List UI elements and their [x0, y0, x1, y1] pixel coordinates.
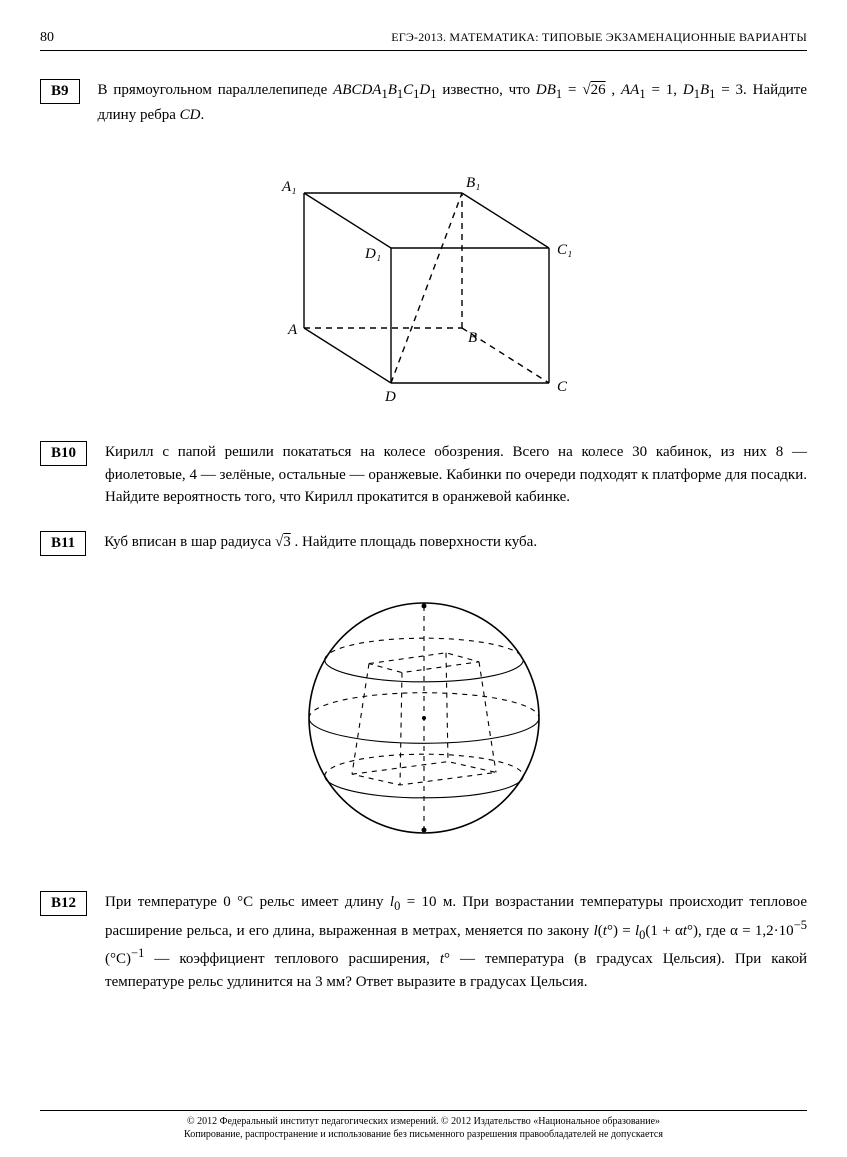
footer-line-2: Копирование, распространение и использов…	[40, 1128, 807, 1141]
problem-text-b12: При температуре 0 °С рельс имеет длину l…	[105, 891, 807, 994]
problem-text-b11: Куб вписан в шар радиуса √3 . Найдите пл…	[104, 531, 807, 554]
problem-b9: В9 В прямоугольном параллелепипеде ABCDA…	[40, 79, 807, 126]
header-title: ЕГЭ-2013. МАТЕМАТИКА: ТИПОВЫЕ ЭКЗАМЕНАЦИ…	[391, 30, 807, 45]
figure-b11	[40, 578, 807, 863]
cube-in-sphere-diagram	[284, 578, 564, 858]
page: 80 ЕГЭ-2013. МАТЕМАТИКА: ТИПОВЫЕ ЭКЗАМЕН…	[0, 0, 847, 1157]
page-header: 80 ЕГЭ-2013. МАТЕМАТИКА: ТИПОВЫЕ ЭКЗАМЕН…	[40, 30, 807, 51]
figure-b9: A B C D A₁ B₁ C₁ D₁	[40, 148, 807, 413]
parallelepiped-diagram: A B C D A₁ B₁ C₁ D₁	[254, 148, 594, 408]
page-footer: © 2012 Федеральный институт педагогическ…	[40, 1110, 807, 1141]
page-number: 80	[40, 30, 54, 46]
svg-text:D: D	[384, 389, 396, 405]
problem-badge-b12: В12	[40, 891, 87, 916]
svg-text:B: B	[468, 330, 477, 346]
problem-b11: В11 Куб вписан в шар радиуса √3 . Найдит…	[40, 531, 807, 556]
svg-text:D₁: D₁	[364, 246, 381, 262]
problem-b10: В10 Кирилл с папой решили покататься на …	[40, 441, 807, 509]
svg-text:B₁: B₁	[466, 175, 480, 191]
problem-text-b9: В прямоугольном параллелепипеде ABCDA1B1…	[98, 79, 807, 126]
svg-text:C₁: C₁	[557, 242, 572, 258]
problem-text-b10: Кирилл с папой решили покататься на коле…	[105, 441, 807, 509]
svg-text:A: A	[287, 322, 298, 338]
footer-line-1: © 2012 Федеральный институт педагогическ…	[40, 1115, 807, 1128]
problem-badge-b9: В9	[40, 79, 80, 104]
problem-badge-b10: В10	[40, 441, 87, 466]
problem-b12: В12 При температуре 0 °С рельс имеет дли…	[40, 891, 807, 994]
svg-text:C: C	[557, 379, 568, 395]
problem-badge-b11: В11	[40, 531, 86, 556]
svg-text:A₁: A₁	[281, 179, 296, 195]
